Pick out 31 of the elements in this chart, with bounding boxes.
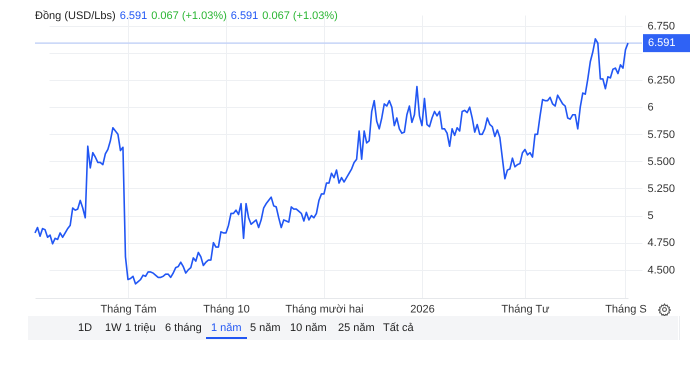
- y-tick-label: 5.750: [648, 128, 676, 141]
- y-tick-label: 5: [648, 210, 654, 222]
- text: 1D: [78, 322, 92, 334]
- x-tick-label: Tháng Tám: [100, 304, 156, 316]
- text: 25 năm: [338, 322, 375, 334]
- ref-line-label: 6.591: [648, 37, 676, 50]
- text: 1 triệu: [125, 322, 156, 334]
- y-tick-label: 4.500: [648, 264, 676, 276]
- text: 1 năm: [206, 322, 247, 339]
- text: 6 tháng: [165, 322, 202, 334]
- annotation: 0.067 (+1.03%): [151, 10, 227, 22]
- annotation: 6.591: [230, 10, 258, 22]
- annotation: 0.067 (+1.03%): [262, 10, 338, 22]
- text: 1W: [105, 322, 122, 334]
- y-tick-label: 6.250: [648, 74, 676, 87]
- y-tick-label: 5.500: [648, 156, 676, 168]
- y-tick-label: 6.750: [648, 20, 676, 32]
- y-tick-label: 4.750: [648, 237, 676, 250]
- line-series: [34, 38, 629, 285]
- x-tick-label: Tháng mười hai: [285, 304, 364, 316]
- text: Tất cả: [383, 322, 414, 334]
- x-tick-label: 2026: [410, 304, 435, 316]
- text: 10 năm: [290, 322, 327, 334]
- text: 5 năm: [250, 322, 281, 334]
- y-tick-label: 6: [648, 102, 654, 114]
- annotation: 6.591: [120, 10, 148, 22]
- chart-title: Đồng (USD/Lbs): [35, 10, 116, 22]
- x-tick-label: Tháng 10: [203, 304, 250, 316]
- y-tick-label: 5.250: [648, 182, 676, 195]
- x-tick-label: Tháng S: [605, 304, 647, 316]
- x-tick-label: Tháng Tư: [501, 304, 550, 316]
